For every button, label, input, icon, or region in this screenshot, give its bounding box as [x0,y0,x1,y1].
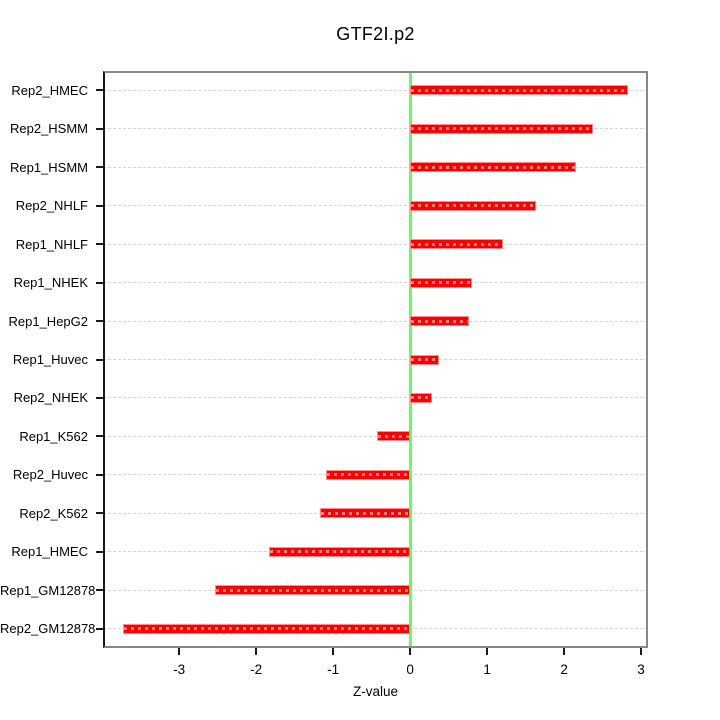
bar [320,508,411,519]
x-tick-label: 0 [406,662,414,677]
bar [215,585,411,596]
y-tick-label: Rep2_NHEK [13,390,88,406]
x-axis-label: Z-value [352,684,398,699]
y-tick-label: Rep2_Huvec [12,467,88,483]
y-tick-label: Rep1_GM12878 [0,582,96,598]
bar [410,239,504,250]
y-tick-label: Rep1_HSMM [9,159,88,175]
y-axis-tick [96,204,103,207]
gridline [103,128,648,130]
bar [410,162,577,173]
y-tick-label: Rep1_HMEC [11,544,88,560]
y-tick-label: Rep2_HMEC [11,82,88,98]
bar [410,123,593,134]
bar [123,623,411,634]
gridline [103,359,648,360]
y-tick-label: Rep1_HepG2 [8,313,89,329]
bar [269,546,411,557]
bar [410,316,469,327]
x-axis-tick [332,648,335,655]
x-axis-tick [178,648,181,655]
plot-area [103,71,648,648]
y-axis-tick [96,396,103,399]
gridline [103,205,648,207]
x-axis-tick [409,648,412,655]
y-axis-tick [96,435,103,438]
bar [410,392,433,403]
gridline [103,89,648,91]
x-axis-tick [640,648,643,655]
gridline [103,282,648,284]
x-axis-tick [255,648,258,655]
y-axis-tick [96,243,103,246]
y-axis-tick [96,512,103,515]
y-tick-label: Rep1_NHLF [15,236,88,252]
x-tick-label: -1 [327,662,340,677]
x-tick-label: -3 [173,662,186,677]
y-tick-label: Rep1_Huvec [12,352,88,367]
chart-title: GTF2I.p2 [336,24,415,44]
gridline [103,166,648,168]
x-tick-label: -2 [250,662,263,677]
y-axis-tick [96,473,103,476]
y-tick-label: Rep1_NHEK [13,275,88,291]
gridline [103,320,648,322]
y-tick-label: Rep2_NHLF [15,198,88,214]
y-axis-tick [96,89,103,92]
y-axis-tick [96,320,103,323]
bar [326,469,411,480]
x-tick-label: 3 [637,662,645,677]
gridline [103,243,648,245]
x-axis-tick [563,648,566,655]
bar [410,277,473,288]
y-axis-tick [96,166,103,169]
gridline [103,397,648,399]
y-axis-tick [96,589,103,592]
bar [410,354,439,365]
y-tick-label: Rep1_K562 [19,428,88,444]
bar [410,85,628,96]
x-tick-label: 2 [560,662,568,677]
y-axis-tick [96,281,103,284]
x-axis-tick [486,648,489,655]
y-axis-tick [96,127,103,130]
bar [377,431,411,442]
y-axis-tick [96,550,103,553]
y-tick-label: Rep2_HSMM [9,121,88,137]
y-tick-label: Rep2_GM12878 [0,621,96,637]
x-tick-label: 1 [483,662,491,677]
bar [410,200,536,211]
y-tick-label: Rep2_K562 [19,505,88,521]
y-axis-tick [96,358,103,361]
gridline [103,435,648,437]
y-axis-tick [96,627,103,630]
